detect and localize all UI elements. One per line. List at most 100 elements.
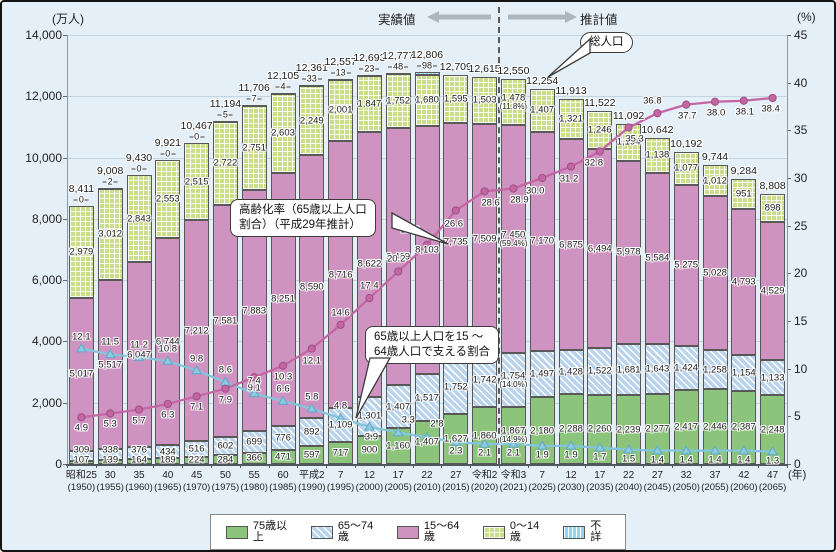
- left-axis-tick-label: 10,000: [25, 150, 62, 165]
- x-era-label: 45: [191, 470, 203, 481]
- support-ratio-value-label: 1.9: [564, 449, 578, 461]
- segment-value-v15: 8,716: [328, 268, 353, 280]
- x-axis-tick: [355, 464, 356, 468]
- x-era-label: 27: [450, 470, 462, 481]
- segment-value-v75: 1,860: [472, 429, 497, 441]
- segment-value-v15: 5,978: [616, 246, 641, 258]
- x-axis-tick: [499, 464, 500, 468]
- segment-value-v0: 898: [764, 202, 781, 214]
- right-axis-tick: [787, 368, 791, 370]
- x-axis-tick: [153, 464, 155, 468]
- segment-value-v15: 5,017: [69, 368, 94, 380]
- right-axis-tick: [787, 82, 791, 84]
- segment-value-v15: 5,028: [703, 267, 727, 279]
- x-era-label: 55: [248, 470, 260, 481]
- segment-value-v75: 107: [73, 453, 90, 465]
- segment-value-v15: 8,590: [299, 281, 324, 292]
- segment-value-v15: 7,212: [184, 325, 209, 337]
- segment-value-v0: 1,752: [386, 95, 411, 107]
- unknown-value-label: 0: [130, 164, 147, 174]
- support-ratio-value-label: 2.3: [449, 445, 463, 457]
- left-axis-tick-label: 14,000: [25, 28, 62, 42]
- segment-value-v65: 1,154: [731, 367, 756, 379]
- unknown-value-label: 2: [102, 177, 119, 186]
- x-year-label: (2020): [470, 482, 499, 493]
- segment-value-v75: 2,277: [645, 423, 670, 435]
- segment-value-v15: 7,509: [472, 232, 497, 244]
- gridline: [67, 35, 787, 36]
- total-value-label: 12,709: [439, 60, 472, 73]
- segment-value-v15: 7,883: [242, 304, 267, 316]
- aging-rate-callout: 高齢化率（65歳以上人口 割合）（平成29年推計）: [230, 199, 376, 237]
- x-axis-tick: [556, 464, 558, 468]
- segment-value-v65: 1,133: [760, 372, 785, 383]
- right-axis-spine: [787, 35, 788, 464]
- x-year-label: (1990): [298, 482, 326, 493]
- total-value-label: 12,105: [266, 69, 300, 82]
- unknown-value-label: 7: [246, 94, 263, 104]
- aging-rate-value-label: 4.9: [74, 422, 88, 434]
- x-axis-tick: [124, 464, 126, 468]
- aging-rate-value-label: 38.0: [706, 106, 726, 118]
- total-value-label: 10,192: [670, 137, 703, 150]
- unknown-value-label: 98: [416, 61, 438, 70]
- x-axis-tick: [67, 464, 68, 468]
- legend: 75歳以上 65～74歳 15～64歳 0～14歳 不詳: [210, 514, 626, 550]
- segment-value-v0: 2,515: [184, 176, 209, 188]
- segment-value-v15: 5,517: [98, 359, 123, 371]
- left-axis-tick: [63, 96, 67, 98]
- aging-rate-value-label: 14.6: [331, 307, 350, 319]
- support-ratio-value-label: 11.2: [130, 339, 148, 351]
- support-ratio-value-label: 1.4: [737, 453, 751, 465]
- support-ratio-value-label: 3.9: [364, 431, 378, 443]
- x-year-label: (2050): [672, 482, 700, 493]
- x-axis-tick: [585, 464, 587, 468]
- x-axis-tick: [700, 464, 702, 468]
- segment-value-v0: 1,595: [443, 93, 468, 105]
- right-axis-tick: [787, 35, 791, 36]
- unknown-value-label: 0: [159, 149, 176, 159]
- left-axis-unit-label: (万人): [52, 12, 84, 26]
- aging-rate-marker: [653, 109, 662, 118]
- support-ratio-value-label: 1.4: [679, 453, 693, 465]
- x-era-label: 40: [162, 470, 174, 481]
- segment-value-v0: 2,843: [127, 212, 151, 224]
- support-ratio-value-label: 12.1: [72, 330, 91, 342]
- x-year-label: (2005): [384, 482, 412, 493]
- segment-value-v65: 1,424: [674, 362, 699, 374]
- bar-segment-unknown: [385, 72, 411, 75]
- segment-value-v75: 189: [159, 453, 176, 465]
- total-value-label: 12,550: [497, 65, 530, 78]
- x-year-label: (2040): [614, 482, 643, 493]
- x-era-label: 令和2: [471, 470, 498, 481]
- x-year-label: (2021): [499, 482, 528, 493]
- bar-segment-unknown: [414, 71, 440, 75]
- projection-values-label: 推計値: [580, 13, 618, 27]
- projection-arrow-head: [565, 11, 577, 23]
- x-year-label: (2035): [586, 482, 614, 493]
- segment-value-v15: 7,170: [530, 235, 555, 247]
- total-population-callout: 総人口: [580, 32, 633, 53]
- x-year-label: (1955): [96, 482, 124, 493]
- segment-pct-v15: (59.4%): [499, 238, 528, 248]
- bar-segment-unknown: [270, 93, 296, 96]
- segment-value-v15: 6,494: [587, 242, 612, 254]
- segment-value-v0: 1,012: [703, 175, 727, 187]
- x-year-label: (1995): [326, 482, 355, 493]
- aging-rate-value-label: 10.3: [273, 371, 293, 383]
- x-year-label: (1965): [154, 482, 182, 493]
- total-value-label: 11,913: [555, 84, 587, 97]
- x-era-label: 7: [337, 470, 344, 481]
- aging-rate-value-label: 38.1: [735, 106, 755, 118]
- unknown-value-label: 0: [188, 132, 205, 142]
- left-axis-tick: [63, 157, 67, 159]
- support-ratio-callout: 65歳以上人口を15 ～ 64歳人口で支える割合: [365, 326, 499, 364]
- bar-segment-unknown: [356, 75, 382, 78]
- left-axis-tick-label: 8,000: [31, 211, 62, 226]
- aging-rate-value-label: 35.3: [625, 133, 644, 145]
- segment-value-v65: 1,109: [328, 419, 353, 431]
- right-axis-tick-label: 20: [794, 266, 808, 281]
- left-axis-tick-label: 2,000: [31, 395, 62, 410]
- segment-value-v15: 6,875: [559, 239, 583, 251]
